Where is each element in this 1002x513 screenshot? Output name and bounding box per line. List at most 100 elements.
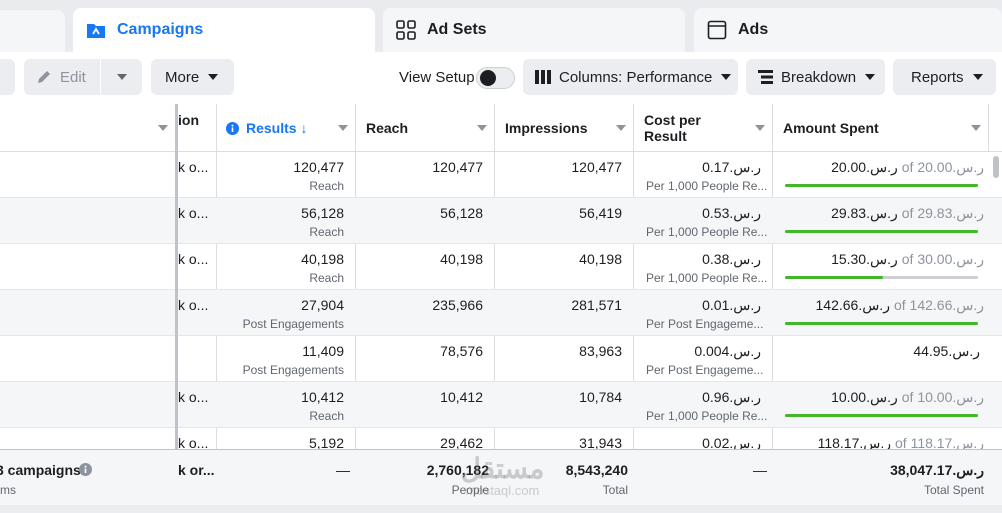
pencil-icon <box>36 69 52 85</box>
amount-spent-value: 10.00.ر.س <box>831 389 898 405</box>
budget-progress-fill <box>785 230 978 233</box>
watermark-url: mostaql.com <box>465 483 540 498</box>
totals-cost: — <box>753 462 767 478</box>
cell-amount-spent: 142.66.ر.س of 142.66.ر.س <box>780 297 985 314</box>
totals-campaigns-label: 3 campaigns <box>0 462 81 478</box>
cell-cost-type: Per 1,000 People Re... <box>646 271 768 285</box>
table-row[interactable]: 11,409 Post Engagements 78,576 83,963 0.004.… <box>0 336 1002 382</box>
cell-delivery: k o... <box>178 297 209 313</box>
info-icon[interactable] <box>226 121 239 135</box>
cell-impressions: 83,963 <box>579 343 622 359</box>
reports-label: Reports <box>911 68 964 86</box>
cell-amount-spent: 44.95.ر.س <box>780 343 984 360</box>
campaign-folder-icon <box>85 19 107 41</box>
totals-delivery: k or... <box>178 462 215 478</box>
tab-campaigns[interactable]: Campaigns <box>73 8 375 52</box>
totals-campaigns-sub: ms <box>0 483 16 497</box>
chevron-down-icon <box>208 74 219 80</box>
table-row[interactable]: k o... 10,412 Reach 10,412 10,784 0.96.ر.س Per… <box>0 382 1002 428</box>
budget-progress-bar <box>785 184 978 187</box>
totals-reach-sub: People <box>451 483 489 497</box>
columns-button[interactable]: Columns: Performance <box>523 59 738 95</box>
table-row[interactable]: k o... 120,477 Reach 120,477 120,477 0.17.ر.س… <box>0 152 1002 198</box>
cell-cost-per-result: 0.53.ر.س <box>702 205 761 221</box>
cell-impressions: 120,477 <box>571 159 622 175</box>
column-menu-caret-icon[interactable] <box>616 125 626 131</box>
breakdown-button[interactable]: Breakdown <box>746 59 885 95</box>
cell-amount-spent: 20.00.ر.س of 20.00.ر.س <box>780 159 984 176</box>
amount-spent-budget: of 10.00.ر.س <box>901 389 984 405</box>
cell-reach: 78,576 <box>440 343 483 359</box>
amount-spent-budget: of 29.83.ر.س <box>901 205 984 221</box>
column-menu-caret-icon[interactable] <box>158 125 168 131</box>
column-menu-caret-icon[interactable] <box>755 125 765 131</box>
column-header-delivery-partial: ion <box>178 112 199 128</box>
more-label: More <box>165 68 200 86</box>
totals-spent: 38,047.17.ر.س <box>890 462 984 478</box>
toggle-knob <box>480 70 496 86</box>
column-header-amount-spent[interactable]: Amount Spent <box>783 120 879 136</box>
column-header-reach[interactable]: Reach <box>366 120 409 136</box>
amount-spent-value: 29.83.ر.س <box>831 205 898 221</box>
column-menu-caret-icon[interactable] <box>971 125 981 131</box>
budget-progress-fill <box>785 276 884 279</box>
table-header: ion Results ↓ Reach Impressions Cost per… <box>0 104 1002 152</box>
column-header-results[interactable]: Results ↓ <box>226 104 307 152</box>
columns-label: Columns: Performance <box>559 68 713 86</box>
cell-results: 40,198 <box>301 251 344 267</box>
tab-previous-partial[interactable] <box>0 10 65 54</box>
results-header-label: Results ↓ <box>246 120 308 136</box>
info-icon[interactable] <box>79 463 92 476</box>
amount-spent-value: 15.30.ر.س <box>831 251 898 267</box>
more-button[interactable]: More <box>151 59 234 95</box>
cell-impressions: 281,571 <box>571 297 622 313</box>
cell-impressions: 31,943 <box>579 435 622 451</box>
view-setup-toggle[interactable] <box>476 67 515 89</box>
amount-spent-budget: of 20.00.ر.س <box>901 159 984 175</box>
cell-results-type: Reach <box>309 179 344 193</box>
table-row[interactable]: k o... 27,904 Post Engagements 235,966 281,5… <box>0 290 1002 336</box>
cell-cost-type: Per 1,000 People Re... <box>646 409 768 423</box>
tab-ads[interactable]: Ads <box>694 8 1002 52</box>
column-menu-caret-icon[interactable] <box>338 125 348 131</box>
vertical-scrollbar[interactable] <box>993 156 999 178</box>
breakdown-icon <box>758 70 773 84</box>
breakdown-label: Breakdown <box>781 68 857 86</box>
chevron-down-icon <box>721 74 732 80</box>
frozen-column-divider <box>175 104 178 513</box>
cell-results-type: Reach <box>309 225 344 239</box>
table-row[interactable]: k o... 40,198 Reach 40,198 40,198 0.38.ر.س Per… <box>0 244 1002 290</box>
totals-reach: 2,760,182 <box>426 462 489 478</box>
cell-results: 27,904 <box>301 297 344 313</box>
cell-impressions: 56,419 <box>579 205 622 221</box>
edit-label: Edit <box>60 68 86 86</box>
watermark-logo: مستقل mostaql.com <box>440 455 565 503</box>
budget-progress-fill <box>785 184 978 187</box>
edit-dropdown-button[interactable] <box>101 59 142 95</box>
cell-reach: 40,198 <box>440 251 483 267</box>
budget-progress-bar <box>785 414 978 417</box>
tab-strip: Campaigns Ad Sets Ads <box>0 0 1002 54</box>
reports-button[interactable]: Reports <box>893 59 996 95</box>
column-menu-caret-icon[interactable] <box>477 125 487 131</box>
budget-progress-fill <box>785 322 978 325</box>
table-row[interactable]: k o... 56,128 Reach 56,128 56,419 0.53.ر.س Per… <box>0 198 1002 244</box>
tab-ads-label: Ads <box>738 21 769 38</box>
budget-progress-bar <box>785 230 978 233</box>
edit-button[interactable]: Edit <box>24 59 100 95</box>
column-divider <box>988 104 989 152</box>
toolbar-partial-button[interactable] <box>0 59 15 95</box>
amount-spent-value: 44.95.ر.س <box>913 343 980 359</box>
cell-results-type: Reach <box>309 409 344 423</box>
column-header-cost-per-result[interactable]: Cost per Result <box>644 104 701 152</box>
cost-header-line1: Cost per <box>644 112 701 128</box>
column-header-impressions[interactable]: Impressions <box>505 120 588 136</box>
cell-results: 10,412 <box>301 389 344 405</box>
tab-campaigns-label: Campaigns <box>117 21 204 38</box>
cell-delivery: k o... <box>178 435 209 451</box>
tab-ad-sets[interactable]: Ad Sets <box>383 8 685 52</box>
cell-delivery: k o... <box>178 159 209 175</box>
cell-cost-per-result: 0.02.ر.س <box>702 435 761 451</box>
amount-spent-value: 118.17.ر.س <box>817 435 891 451</box>
cell-cost-per-result: 0.01.ر.س <box>702 297 761 313</box>
